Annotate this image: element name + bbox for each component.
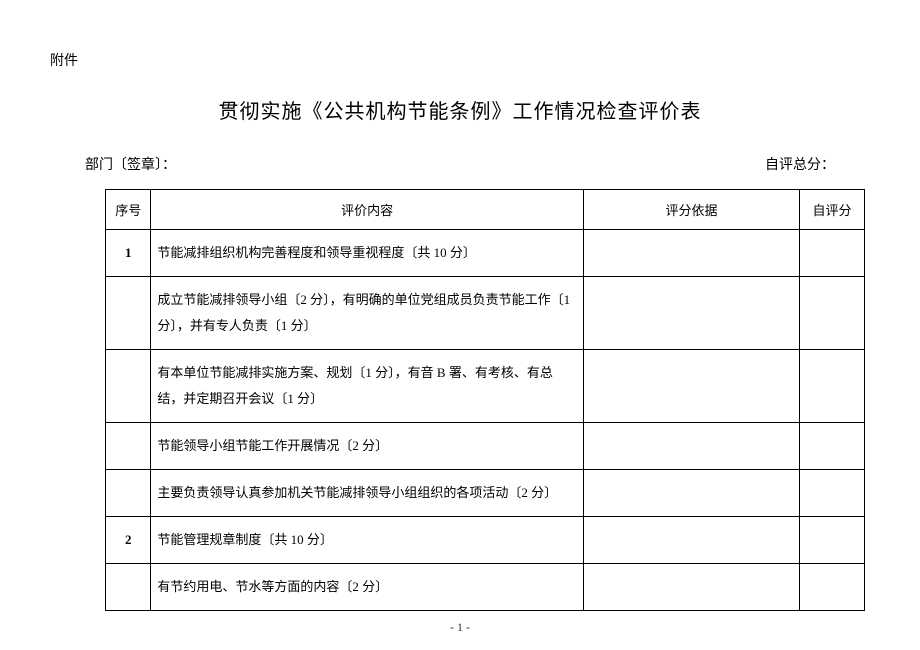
header-basis: 评分依据 bbox=[583, 190, 799, 230]
cell-basis bbox=[583, 564, 799, 611]
table-row: 2 节能管理规章制度〔共 10 分〕 bbox=[106, 517, 865, 564]
header-row: 部门〔签章〕： 自评总分： bbox=[85, 154, 835, 174]
cell-content: 成立节能减排领导小组〔2 分〕，有明确的单位党组成员负责节能工作〔1 分〕，并有… bbox=[151, 277, 583, 350]
header-content: 评价内容 bbox=[151, 190, 583, 230]
cell-seq: 2 bbox=[106, 517, 151, 564]
cell-basis bbox=[583, 350, 799, 423]
cell-seq bbox=[106, 423, 151, 470]
page-title: 贯彻实施《公共机构节能条例》工作情况检查评价表 bbox=[50, 95, 870, 124]
table-row: 成立节能减排领导小组〔2 分〕，有明确的单位党组成员负责节能工作〔1 分〕，并有… bbox=[106, 277, 865, 350]
cell-score bbox=[800, 564, 865, 611]
table-row: 主要负责领导认真参加机关节能减排领导小组组织的各项活动〔2 分〕 bbox=[106, 470, 865, 517]
cell-basis bbox=[583, 277, 799, 350]
header-seq: 序号 bbox=[106, 190, 151, 230]
dept-label: 部门〔签章〕： bbox=[85, 154, 176, 174]
table-row: 有本单位节能减排实施方案、规划〔1 分〕，有音 B 署、有考核、有总结，并定期召… bbox=[106, 350, 865, 423]
cell-content: 节能领导小组节能工作开展情况〔2 分〕 bbox=[151, 423, 583, 470]
evaluation-table: 序号 评价内容 评分依据 自评分 1 节能减排组织机构完善程度和领导重视程度〔共… bbox=[105, 189, 865, 611]
cell-score bbox=[800, 470, 865, 517]
cell-basis bbox=[583, 470, 799, 517]
cell-seq bbox=[106, 350, 151, 423]
cell-basis bbox=[583, 230, 799, 277]
cell-basis bbox=[583, 423, 799, 470]
cell-score bbox=[800, 517, 865, 564]
cell-content: 节能减排组织机构完善程度和领导重视程度〔共 10 分〕 bbox=[151, 230, 583, 277]
cell-seq bbox=[106, 470, 151, 517]
cell-content: 主要负责领导认真参加机关节能减排领导小组组织的各项活动〔2 分〕 bbox=[151, 470, 583, 517]
cell-score bbox=[800, 350, 865, 423]
cell-content: 有本单位节能减排实施方案、规划〔1 分〕，有音 B 署、有考核、有总结，并定期召… bbox=[151, 350, 583, 423]
table-row: 节能领导小组节能工作开展情况〔2 分〕 bbox=[106, 423, 865, 470]
table-row: 有节约用电、节水等方面的内容〔2 分〕 bbox=[106, 564, 865, 611]
attachment-label: 附件 bbox=[50, 50, 870, 70]
cell-seq: 1 bbox=[106, 230, 151, 277]
header-score: 自评分 bbox=[800, 190, 865, 230]
table-header-row: 序号 评价内容 评分依据 自评分 bbox=[106, 190, 865, 230]
cell-basis bbox=[583, 517, 799, 564]
total-label: 自评总分： bbox=[765, 154, 835, 174]
table-row: 1 节能减排组织机构完善程度和领导重视程度〔共 10 分〕 bbox=[106, 230, 865, 277]
cell-content: 节能管理规章制度〔共 10 分〕 bbox=[151, 517, 583, 564]
cell-seq bbox=[106, 564, 151, 611]
cell-score bbox=[800, 423, 865, 470]
cell-score bbox=[800, 230, 865, 277]
cell-score bbox=[800, 277, 865, 350]
cell-seq bbox=[106, 277, 151, 350]
cell-content: 有节约用电、节水等方面的内容〔2 分〕 bbox=[151, 564, 583, 611]
page-number: - 1 - bbox=[450, 620, 470, 635]
